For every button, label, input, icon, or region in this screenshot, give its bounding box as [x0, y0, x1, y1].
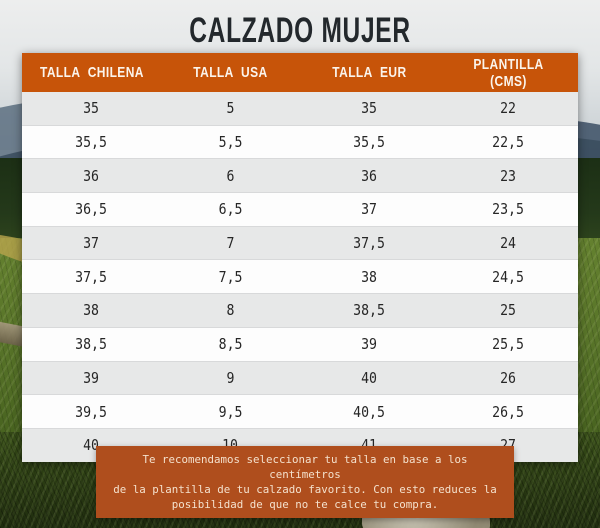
table-cell: 38,5 — [22, 327, 161, 362]
table-cell: 39,5 — [22, 394, 161, 429]
table-cell: 7,5 — [161, 259, 300, 295]
size-table-body: 35 5 35 22 35,5 5,5 35,5 22,5 36 6 36 23 36,5 6,5 37 23… — [22, 92, 578, 462]
page-title: CALZADO MUJER — [189, 11, 411, 50]
recommendation-note: Te recomendamos seleccionar tu talla en … — [96, 446, 514, 518]
table-cell: 6 — [161, 158, 300, 194]
table-cell: 7 — [161, 226, 300, 261]
column-header: TALLA USA — [161, 53, 300, 92]
table-row: 35 5 35 22 — [22, 92, 578, 126]
table-cell: 39 — [22, 361, 161, 396]
table-cell: 37,5 — [300, 226, 439, 261]
table-cell: 37,5 — [22, 259, 161, 295]
column-header: PLANTILLA (CMS) — [439, 53, 578, 92]
table-cell: 23,5 — [439, 192, 578, 227]
table-cell: 38 — [300, 259, 439, 295]
table-cell: 25 — [439, 293, 578, 328]
table-cell: 5 — [161, 92, 300, 126]
table-cell: 9 — [161, 361, 300, 396]
table-cell: 24,5 — [439, 259, 578, 295]
table-row: 39,5 9,5 40,5 26,5 — [22, 394, 578, 429]
table-row: 35,5 5,5 35,5 22,5 — [22, 125, 578, 160]
table-cell: 35 — [22, 92, 161, 126]
table-cell: 40 — [300, 361, 439, 396]
table-row: 38 8 38,5 25 — [22, 293, 578, 328]
table-cell: 6,5 — [161, 192, 300, 227]
table-cell: 36 — [22, 158, 161, 194]
table-cell: 8 — [161, 293, 300, 328]
table-row: 38,5 8,5 39 25,5 — [22, 327, 578, 362]
table-cell: 23 — [439, 158, 578, 194]
table-cell: 35,5 — [22, 125, 161, 160]
table-cell: 36,5 — [22, 192, 161, 227]
table-cell: 38,5 — [300, 293, 439, 328]
table-cell: 5,5 — [161, 125, 300, 160]
table-cell: 22,5 — [439, 125, 578, 160]
table-cell: 36 — [300, 158, 439, 194]
table-cell: 37 — [300, 192, 439, 227]
table-cell: 9,5 — [161, 394, 300, 429]
table-cell: 26 — [439, 361, 578, 396]
table-row: 37 7 37,5 24 — [22, 226, 578, 261]
column-header: TALLA EUR — [300, 53, 439, 92]
table-cell: 35,5 — [300, 125, 439, 160]
table-cell: 24 — [439, 226, 578, 261]
table-cell: 25,5 — [439, 327, 578, 362]
table-cell: 39 — [300, 327, 439, 362]
table-row: 37,5 7,5 38 24,5 — [22, 259, 578, 295]
table-row: 39 9 40 26 — [22, 361, 578, 396]
table-cell: 40,5 — [300, 394, 439, 429]
table-cell: 8,5 — [161, 327, 300, 362]
table-row: 36,5 6,5 37 23,5 — [22, 192, 578, 227]
table-cell: 38 — [22, 293, 161, 328]
table-cell: 35 — [300, 92, 439, 126]
table-row: 36 6 36 23 — [22, 158, 578, 194]
column-header: TALLA CHILENA — [22, 53, 161, 92]
table-cell: 26,5 — [439, 394, 578, 429]
size-table: TALLA CHILENA TALLA USA TALLA EUR PLANTILLA… — [22, 53, 578, 462]
table-cell: 37 — [22, 226, 161, 261]
table-cell: 22 — [439, 92, 578, 126]
table-header-row: TALLA CHILENA TALLA USA TALLA EUR PLANTILLA… — [22, 53, 578, 92]
